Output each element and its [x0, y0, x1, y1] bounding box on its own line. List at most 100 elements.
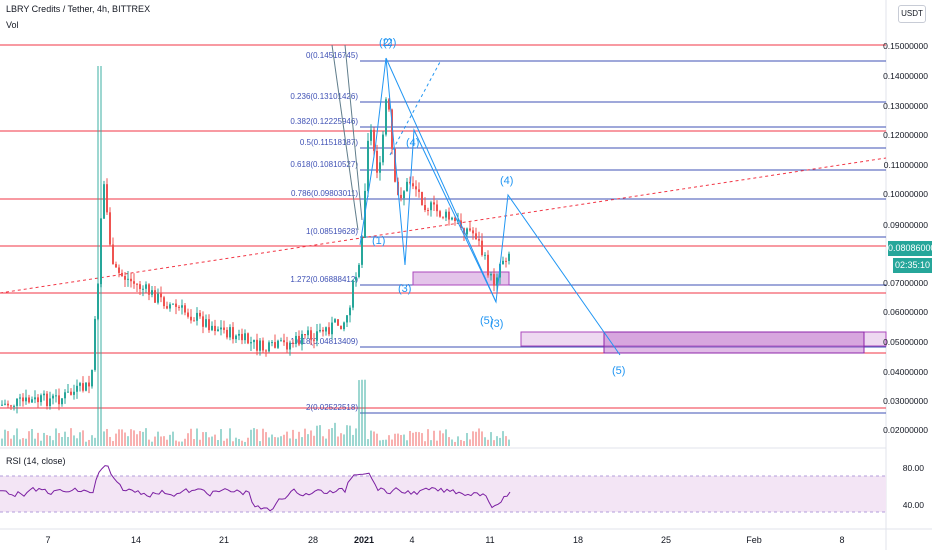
volume-bar: [412, 432, 414, 446]
price-tick: 0.07000000: [883, 278, 928, 288]
time-tick: 14: [131, 535, 141, 545]
candle-body: [334, 319, 336, 323]
volume-bar: [121, 429, 123, 446]
candle-body: [379, 162, 381, 173]
rsi-label[interactable]: RSI (14, close): [4, 455, 68, 467]
candle-body: [268, 342, 270, 352]
volume-bar: [106, 428, 108, 446]
candle-body: [181, 305, 183, 308]
volume-bar: [415, 431, 417, 446]
candle-body: [367, 140, 369, 191]
volume-bar: [379, 440, 381, 446]
volume-bar: [148, 439, 150, 446]
time-tick: 2021: [354, 535, 374, 545]
candle-body: [478, 239, 480, 241]
candle-body: [424, 205, 426, 211]
volume-bar: [13, 435, 15, 446]
volume-bar: [445, 429, 447, 446]
candle-body: [115, 264, 117, 268]
price-tick: 0.06000000: [883, 307, 928, 317]
candle-body: [427, 210, 429, 212]
candle-body: [274, 342, 276, 348]
volume-bar: [487, 439, 489, 446]
candle-body: [31, 399, 33, 403]
volume-bar: [16, 428, 18, 446]
volume-bar: [481, 431, 483, 446]
price-tick: 0.15000000: [883, 41, 928, 51]
volume-bar: [58, 433, 60, 446]
candle-body: [454, 217, 456, 221]
candle-body: [40, 395, 42, 403]
candle-body: [436, 204, 438, 212]
candle-body: [139, 284, 141, 290]
target-zone[interactable]: [412, 271, 510, 286]
trend-line[interactable]: [0, 157, 887, 294]
candle-body: [271, 342, 273, 344]
volume-bar: [421, 433, 423, 446]
volume-bar: [166, 439, 168, 446]
candle-body: [481, 240, 483, 256]
candle-body: [343, 322, 345, 330]
currency-button[interactable]: USDT: [898, 5, 926, 23]
candle-body: [166, 306, 168, 309]
candle-body: [388, 99, 390, 110]
candle-body: [76, 385, 78, 392]
volume-bar: [436, 440, 438, 446]
candle-body: [145, 284, 147, 289]
volume-bar: [283, 434, 285, 446]
volume-bar: [187, 433, 189, 446]
price-scale[interactable]: 0.15000000 0.14000000 0.13000000 0.12000…: [883, 41, 928, 510]
fib-label: 0(0.14516745): [306, 51, 358, 60]
volume-bar: [70, 428, 72, 446]
candle-body: [328, 327, 330, 335]
candle-body: [502, 260, 504, 265]
volume-bar: [430, 440, 432, 446]
time-tick: 28: [308, 535, 318, 545]
countdown-tag: 02:35:10: [893, 258, 932, 273]
symbol-title[interactable]: LBRY Credits / Tether, 4h, BITTREX: [6, 4, 151, 14]
candle-body: [196, 312, 198, 321]
candle-body: [151, 290, 153, 295]
volume-bar: [406, 440, 408, 446]
volume-bar: [136, 434, 138, 446]
candle-body: [313, 339, 315, 341]
volume-bar: [34, 438, 36, 446]
volume-bar: [490, 432, 492, 446]
candle-body: [70, 391, 72, 395]
volume-label[interactable]: Vol: [6, 20, 19, 30]
volume-bar: [448, 437, 450, 446]
candle-body: [415, 186, 417, 190]
volume-bar: [475, 431, 477, 446]
candle-body: [124, 276, 126, 280]
price-tick: 0.04000000: [883, 367, 928, 377]
candle-body: [304, 334, 306, 336]
volume-bar: [364, 379, 366, 446]
time-axis[interactable]: 7 14 21 28 2021 4 11 18 25 Feb 8: [45, 535, 844, 545]
candle-body: [286, 342, 288, 350]
volume-bar: [91, 435, 93, 446]
candle-body: [7, 403, 9, 406]
volume-bar: [253, 428, 255, 446]
volume-bar: [355, 428, 357, 446]
candle-body: [172, 303, 174, 305]
price-pane[interactable]: [0, 0, 886, 447]
target-zone[interactable]: [603, 331, 865, 354]
volume-bar: [247, 437, 249, 446]
price-tick: 0.03000000: [883, 396, 928, 406]
candle-body: [283, 340, 285, 343]
volume-bar: [343, 434, 345, 446]
volume-bar: [145, 428, 147, 446]
candle-body: [214, 325, 216, 332]
candle-body: [28, 397, 30, 403]
wave-lines[interactable]: [331, 44, 621, 356]
candle-body: [169, 304, 171, 309]
candle-body: [127, 278, 129, 280]
volume-bar: [103, 431, 105, 446]
candle-body: [259, 340, 261, 351]
candle-body: [13, 405, 15, 407]
volume-bar: [232, 441, 234, 446]
candle-body: [37, 397, 39, 403]
volume-bar: [142, 431, 144, 446]
fib-label: 0.236(0.13101426): [290, 92, 358, 101]
